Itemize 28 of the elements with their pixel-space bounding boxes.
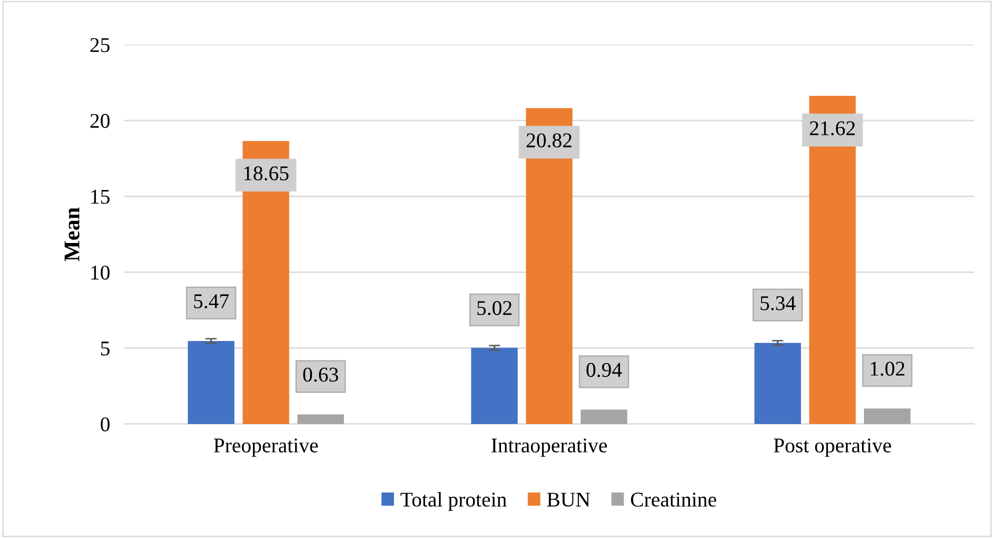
x-tick-label: Intraoperative <box>492 438 607 457</box>
bar <box>188 340 234 424</box>
bar <box>864 408 911 424</box>
y-tick-label: 25 <box>90 38 110 52</box>
y-tick-label: 20 <box>90 114 110 128</box>
bar <box>471 348 518 424</box>
y-tick-label: 10 <box>91 266 110 280</box>
data-label: 0.94 <box>586 362 622 378</box>
y-tick-label: 0 <box>100 417 110 432</box>
legend-label: Creatinine <box>630 492 716 507</box>
data-label: 5.02 <box>477 301 512 316</box>
legend-label: BUN <box>547 492 590 507</box>
data-label: 21.62 <box>810 121 855 136</box>
data-label: 18.65 <box>244 166 289 180</box>
legend-label: Total protein <box>400 492 507 511</box>
y-tick-label: 15 <box>91 190 110 204</box>
y-tick-label: 5 <box>101 342 110 356</box>
data-label: 20.82 <box>526 133 572 148</box>
bar <box>297 414 344 424</box>
x-tick-label: Post operative <box>774 438 892 457</box>
data-label: 0.63 <box>303 368 338 382</box>
x-tick-label: Preoperative <box>214 438 318 457</box>
bar <box>754 342 801 424</box>
data-label: 1.02 <box>870 362 904 376</box>
data-label: 5.34 <box>760 296 796 310</box>
bar <box>580 410 628 424</box>
y-axis-title: Mean <box>64 207 80 262</box>
data-label: 5.47 <box>194 294 229 308</box>
